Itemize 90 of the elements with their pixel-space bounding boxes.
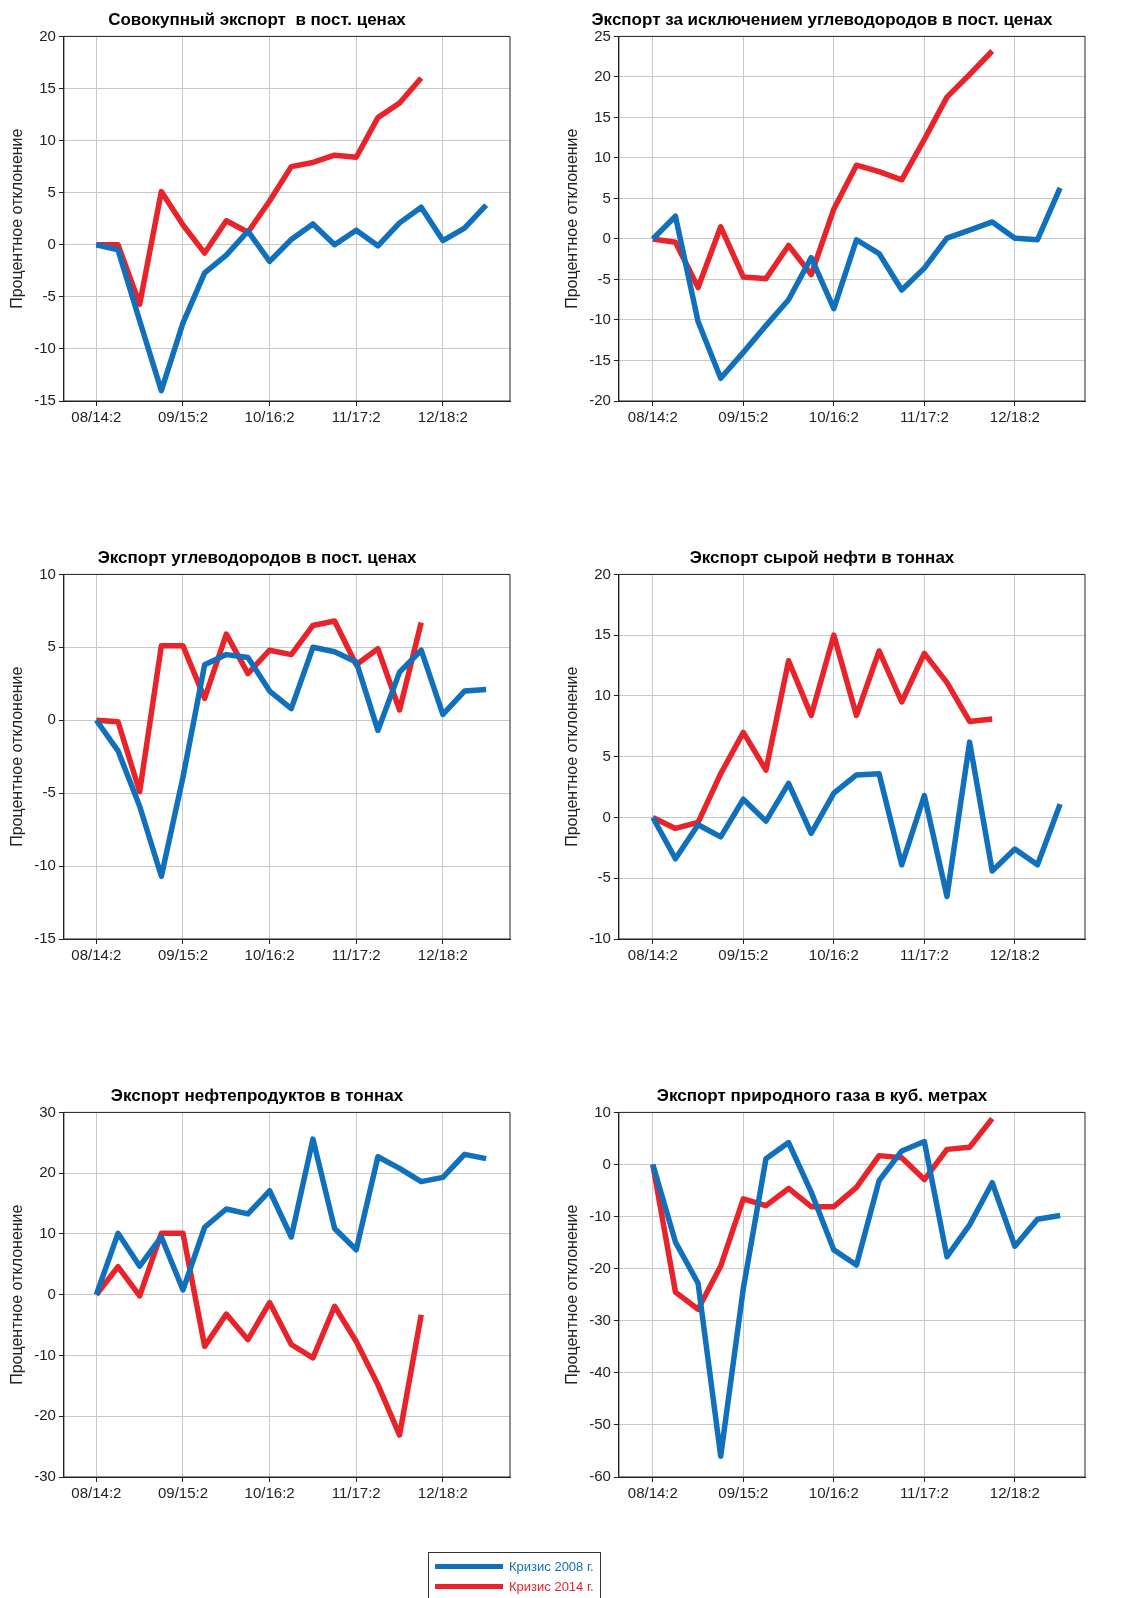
- y-tick-label: 30: [39, 1102, 56, 1120]
- y-tick-label: 10: [39, 1224, 56, 1242]
- chart-title: Экспорт нефтепродуктов в тоннах: [110, 1085, 404, 1105]
- x-tick-label: 12/18:2: [989, 408, 1040, 426]
- y-tick-label: -10: [589, 1206, 611, 1224]
- y-tick-label: 20: [39, 26, 56, 44]
- x-tick-label: 12/18:2: [417, 946, 468, 964]
- y-tick-label: 10: [594, 148, 611, 166]
- y-axis-title: Процентное отклонение: [8, 128, 26, 309]
- y-tick-label: -10: [34, 856, 56, 874]
- chart-title: Экспорт сырой нефти в тоннах: [689, 547, 955, 567]
- x-tick-label: 12/18:2: [989, 1484, 1040, 1502]
- x-tick-label: 11/17:2: [331, 408, 381, 426]
- x-tick-label: 09/15:2: [157, 1484, 209, 1502]
- y-tick-label: 15: [594, 625, 611, 643]
- x-tick-label: 11/17:2: [331, 946, 381, 964]
- y-tick-label: -15: [589, 350, 611, 368]
- x-tick-label: 12/18:2: [989, 946, 1040, 964]
- y-tick-label: -60: [589, 1467, 611, 1485]
- y-tick-label: 25: [594, 26, 611, 44]
- y-axis-title: Процентное отклонение: [563, 128, 581, 309]
- y-tick-label: 15: [594, 107, 611, 125]
- y-tick-label: -5: [597, 868, 611, 886]
- chart-title: Экспорт за исключением углеводородов в пост. ценах: [591, 9, 1054, 29]
- y-tick-label: 0: [602, 1154, 611, 1172]
- y-tick-label: -10: [589, 929, 611, 947]
- y-tick-label: 5: [47, 182, 56, 200]
- y-tick-label: -20: [589, 391, 611, 409]
- y-tick-label: -10: [34, 339, 56, 357]
- x-tick-label: 10/16:2: [244, 1484, 295, 1502]
- y-tick-label: -10: [589, 310, 611, 328]
- y-axis-title: Процентное отклонение: [8, 1204, 26, 1385]
- y-tick-label: 15: [39, 78, 56, 96]
- y-tick-label: -20: [589, 1258, 611, 1276]
- x-tick-label: 10/16:2: [244, 408, 295, 426]
- y-axis-title: Процентное отклонение: [563, 666, 581, 847]
- chart-title: Экспорт углеводородов в пост. ценах: [97, 547, 417, 567]
- x-tick-label: 09/15:2: [718, 408, 769, 426]
- y-tick-label: -5: [597, 269, 611, 287]
- x-tick-label: 10/16:2: [244, 946, 295, 964]
- x-tick-label: 10/16:2: [808, 946, 859, 964]
- y-tick-label: 5: [602, 188, 611, 206]
- y-tick-label: -15: [34, 391, 56, 409]
- x-tick-label: 08/14:2: [627, 1484, 678, 1502]
- y-tick-label: 10: [39, 564, 56, 582]
- y-tick-label: 0: [602, 229, 611, 247]
- x-tick-label: 10/16:2: [808, 408, 859, 426]
- y-tick-label: -5: [42, 286, 56, 304]
- y-axis-title: Процентное отклонение: [563, 1204, 581, 1385]
- x-tick-label: 11/17:2: [899, 408, 949, 426]
- y-tick-label: -30: [34, 1467, 56, 1485]
- chart-title: Экспорт природного газа в куб. метрах: [656, 1085, 988, 1105]
- y-tick-label: 5: [47, 637, 56, 655]
- text: Кризис 2008 г.: [509, 1558, 594, 1574]
- x-tick-label: 09/15:2: [157, 408, 209, 426]
- x-tick-label: 12/18:2: [417, 408, 468, 426]
- x-tick-label: 11/17:2: [331, 1484, 381, 1502]
- x-tick-label: 08/14:2: [627, 408, 678, 426]
- y-tick-label: 10: [594, 1102, 611, 1120]
- y-tick-label: 5: [602, 746, 611, 764]
- y-axis-title: Процентное отклонение: [8, 666, 26, 847]
- y-tick-label: 0: [47, 234, 56, 252]
- y-tick-label: -5: [42, 783, 56, 801]
- x-tick-label: 08/14:2: [627, 946, 678, 964]
- chart-title: Совокупный экспорт в пост. ценах: [108, 9, 407, 29]
- y-tick-label: -40: [589, 1362, 611, 1380]
- y-tick-label: 20: [39, 1163, 56, 1181]
- x-tick-label: 08/14:2: [71, 1484, 122, 1502]
- x-tick-label: 08/14:2: [71, 408, 122, 426]
- y-tick-label: 10: [39, 130, 56, 148]
- y-tick-label: -50: [589, 1415, 611, 1433]
- y-tick-label: 0: [47, 1284, 56, 1302]
- y-tick-label: -10: [34, 1345, 56, 1363]
- x-tick-label: 09/15:2: [157, 946, 209, 964]
- y-tick-label: 20: [594, 67, 611, 85]
- x-tick-label: 09/15:2: [718, 1484, 769, 1502]
- x-tick-label: 11/17:2: [899, 1484, 949, 1502]
- x-tick-label: 09/15:2: [718, 946, 769, 964]
- y-tick-label: 20: [594, 564, 611, 582]
- x-tick-label: 11/17:2: [899, 946, 949, 964]
- x-tick-label: 12/18:2: [417, 1484, 468, 1502]
- text: Кризис 2014 г.: [509, 1578, 594, 1594]
- y-tick-label: 0: [602, 807, 611, 825]
- x-tick-label: 10/16:2: [808, 1484, 859, 1502]
- y-tick-label: 0: [47, 710, 56, 728]
- y-tick-label: 10: [594, 686, 611, 704]
- y-tick-label: -15: [34, 929, 56, 947]
- y-tick-label: -30: [589, 1310, 611, 1328]
- x-tick-label: 08/14:2: [71, 946, 122, 964]
- y-tick-label: -20: [34, 1406, 56, 1424]
